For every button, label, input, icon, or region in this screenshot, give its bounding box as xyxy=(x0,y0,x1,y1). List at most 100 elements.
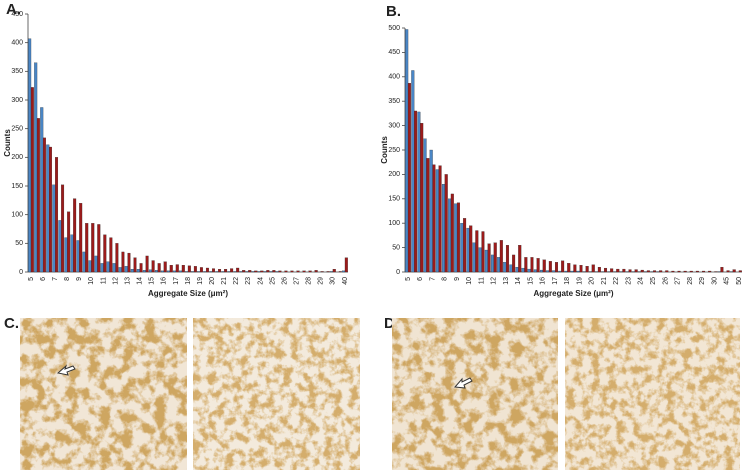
x-tick-label: 5 xyxy=(28,277,35,281)
bar xyxy=(40,107,44,273)
x-tick-label: 30 xyxy=(711,277,718,285)
bar xyxy=(695,270,699,273)
bar xyxy=(308,270,312,273)
bar xyxy=(405,29,409,273)
bar xyxy=(127,252,131,273)
bar xyxy=(36,118,40,273)
bar xyxy=(64,237,68,273)
y-axis-title: Counts xyxy=(380,136,389,164)
bar xyxy=(689,270,693,273)
y-tick-label: 50 xyxy=(392,244,400,251)
y-tick-label: 200 xyxy=(11,154,23,161)
bar xyxy=(450,193,454,273)
bar xyxy=(591,264,595,273)
bar xyxy=(278,270,282,273)
y-tick-label: 50 xyxy=(15,240,23,247)
x-tick-label: 21 xyxy=(601,277,608,285)
bar xyxy=(509,264,513,273)
bar xyxy=(576,270,580,273)
x-tick-label: 13 xyxy=(503,277,510,285)
bar xyxy=(561,260,565,273)
bar xyxy=(610,268,614,273)
panel-label: B. xyxy=(386,3,401,20)
bar xyxy=(79,203,83,273)
bar xyxy=(683,270,687,273)
bar xyxy=(487,243,491,273)
bar xyxy=(181,264,185,273)
bar xyxy=(622,268,626,273)
bar xyxy=(493,242,497,273)
x-tick-label: 19 xyxy=(197,277,204,285)
bar xyxy=(332,269,336,273)
bar xyxy=(242,270,246,273)
x-tick-label: 13 xyxy=(124,277,131,285)
bar xyxy=(330,271,334,273)
bar xyxy=(187,265,191,273)
bar xyxy=(82,251,86,273)
bar xyxy=(720,266,724,273)
bar xyxy=(732,269,736,273)
y-tick-label: 400 xyxy=(388,74,400,81)
bar xyxy=(429,149,433,273)
x-tick-label: 9 xyxy=(76,277,83,281)
bar xyxy=(426,158,430,273)
bar xyxy=(233,271,237,273)
x-tick-label: 17 xyxy=(552,277,559,285)
bar xyxy=(70,234,74,273)
bar xyxy=(103,234,107,273)
bar xyxy=(515,266,519,273)
x-tick-label: 23 xyxy=(625,277,632,285)
y-tick-label: 150 xyxy=(11,183,23,190)
bar xyxy=(407,83,411,273)
bar xyxy=(94,255,98,273)
bar xyxy=(239,271,243,273)
bar xyxy=(67,211,71,273)
bar xyxy=(49,146,52,273)
bar xyxy=(503,262,507,273)
micrograph-texture xyxy=(193,318,360,470)
bar xyxy=(564,270,568,273)
bar xyxy=(34,62,38,273)
y-tick-label: 350 xyxy=(11,68,23,75)
x-tick-label: 18 xyxy=(185,277,192,285)
x-tick-label: 24 xyxy=(257,277,264,285)
bar xyxy=(548,261,552,273)
bar xyxy=(567,263,571,273)
bar xyxy=(708,270,712,273)
bar xyxy=(224,269,228,273)
bar xyxy=(417,111,421,273)
bar xyxy=(539,269,543,273)
y-tick-label: 300 xyxy=(388,122,400,129)
micrograph-texture xyxy=(565,318,740,470)
bar xyxy=(640,269,644,273)
bar xyxy=(42,137,46,273)
y-tick-label: 250 xyxy=(11,126,23,133)
bar xyxy=(659,270,663,273)
x-tick-label: 18 xyxy=(564,277,571,285)
bar xyxy=(475,230,479,273)
y-tick-label: 400 xyxy=(11,40,23,47)
x-tick-label: 7 xyxy=(52,277,59,281)
bar xyxy=(604,267,608,273)
bar xyxy=(179,270,183,273)
bar xyxy=(342,270,346,273)
x-tick-label: 21 xyxy=(221,277,228,285)
y-tick-label: 100 xyxy=(11,212,23,219)
bar xyxy=(227,271,231,273)
x-tick-label: 24 xyxy=(638,277,645,285)
bar xyxy=(344,257,348,273)
bar xyxy=(497,257,501,273)
x-tick-label: 28 xyxy=(687,277,694,285)
bar xyxy=(73,198,77,273)
x-tick-label: 8 xyxy=(442,277,449,281)
x-tick-label: 29 xyxy=(699,277,706,285)
x-tick-label: 14 xyxy=(137,277,144,285)
bar xyxy=(209,271,213,273)
bar xyxy=(423,138,427,273)
y-tick-label: 0 xyxy=(19,269,23,276)
x-tick-label: 15 xyxy=(527,277,534,285)
bar xyxy=(554,262,559,273)
bar xyxy=(112,263,116,273)
arrow xyxy=(56,364,76,376)
